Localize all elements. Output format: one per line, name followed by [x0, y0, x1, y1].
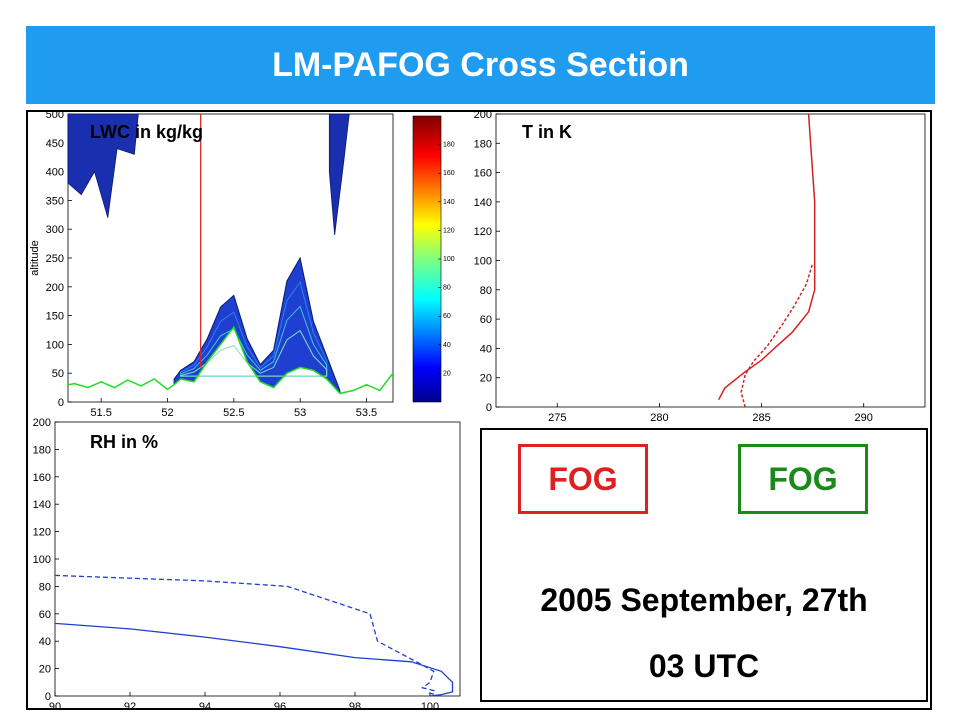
lwc-panel-label: LWC in kg/kg	[90, 122, 203, 142]
colorbar-tick-label: 60	[443, 313, 451, 320]
rh-y-tick-label: 20	[39, 664, 51, 676]
rh-series-dashed	[54, 574, 442, 697]
lwc-x-tick-label: 53	[294, 407, 306, 419]
colorbar-tick-label: 80	[443, 285, 451, 292]
rh-x-tick-label: 90	[49, 701, 61, 713]
lwc-upper-cloud	[328, 113, 350, 236]
lwc-y-tick-label: 0	[58, 397, 64, 409]
colorbar-tick-label: 20	[443, 370, 451, 377]
lwc-x-tick-label: 53.5	[356, 407, 377, 419]
time-text: 03 UTC	[648, 648, 760, 684]
temp-y-tick-label: 100	[474, 256, 492, 268]
temp-series-solid	[718, 113, 816, 401]
page-title: LM-PAFOG Cross Section	[272, 45, 689, 84]
rh-x-tick-label: 100	[421, 701, 439, 713]
rh-y-tick-label: 100	[33, 554, 51, 566]
lwc-x-tick-label: 52.5	[223, 407, 244, 419]
lwc-y-tick-label: 450	[46, 138, 64, 150]
lwc-contour	[180, 305, 328, 377]
temp-y-tick-label: 40	[480, 343, 492, 355]
rh-y-tick-label: 0	[45, 691, 51, 703]
lwc-y-tick-label: 500	[46, 109, 64, 121]
colorbar-tick-label: 160	[443, 170, 455, 177]
lwc-y-tick-label: 150	[46, 311, 64, 323]
lwc-y-tick-label: 100	[46, 339, 64, 351]
temp-y-tick-label: 160	[474, 168, 492, 180]
temp-y-tick-label: 80	[480, 285, 492, 297]
colorbar-tick-label: 100	[443, 256, 455, 263]
rh-y-tick-label: 180	[33, 444, 51, 456]
rh-x-tick-label: 92	[124, 701, 136, 713]
lwc-terrain-line	[67, 325, 394, 395]
temp-y-tick-label: 20	[480, 373, 492, 385]
date-text: 2005 September, 27th	[540, 582, 868, 618]
lwc-x-tick-label: 51.5	[90, 407, 111, 419]
rh-y-tick-label: 60	[39, 609, 51, 621]
colorbar-tick-label: 120	[443, 227, 455, 234]
temp-y-tick-label: 180	[474, 138, 492, 150]
rh-y-tick-label: 160	[33, 472, 51, 484]
temp-x-tick-label: 280	[650, 412, 668, 424]
colorbar-tick-label: 140	[443, 199, 455, 206]
rh-y-tick-label: 40	[39, 636, 51, 648]
title-bar: LM-PAFOG Cross Section	[26, 26, 935, 104]
rh-x-tick-label: 98	[349, 701, 361, 713]
rh-y-tick-label: 80	[39, 581, 51, 593]
rh-y-tick-label: 200	[33, 417, 51, 429]
temp-x-tick-label: 290	[855, 412, 873, 424]
rh-y-tick-label: 140	[33, 499, 51, 511]
temp-y-tick-label: 120	[474, 226, 492, 238]
colorbar-tick-label: 40	[443, 342, 451, 349]
lwc-y-tick-label: 350	[46, 195, 64, 207]
temp-y-tick-label: 0	[486, 402, 492, 414]
lwc-contour	[180, 281, 328, 377]
lwc-upper-cloud	[67, 113, 139, 218]
rh-x-tick-label: 94	[199, 701, 211, 713]
rh-plot-frame	[54, 421, 461, 697]
content-frame	[26, 110, 932, 710]
fog-label-green: FOG	[738, 444, 868, 514]
temp-y-tick-label: 140	[474, 197, 492, 209]
temp-y-tick-label: 200	[474, 109, 492, 121]
lwc-x-tick-label: 52	[161, 407, 173, 419]
temp-panel-label: T in K	[522, 122, 572, 142]
colorbar	[412, 115, 442, 403]
colorbar-tick-label: 180	[443, 142, 455, 149]
lwc-y-tick-label: 200	[46, 282, 64, 294]
rh-x-tick-label: 96	[274, 701, 286, 713]
temp-x-tick-label: 285	[752, 412, 770, 424]
fog-label-red: FOG	[518, 444, 648, 514]
rh-panel-label: RH in %	[90, 432, 158, 452]
lwc-y-tick-label: 400	[46, 167, 64, 179]
temp-series-dashed	[740, 263, 814, 408]
temp-y-tick-label: 60	[480, 314, 492, 326]
rh-series-solid	[54, 622, 454, 697]
info-box: FOG FOG 2005 September, 27th 03 UTC	[480, 428, 928, 702]
lwc-y-axis-label: altitude	[29, 240, 41, 275]
rh-y-tick-label: 120	[33, 527, 51, 539]
lwc-y-tick-label: 300	[46, 224, 64, 236]
lwc-y-tick-label: 50	[52, 368, 64, 380]
lwc-contour	[180, 329, 328, 377]
temp-x-tick-label: 275	[548, 412, 566, 424]
lwc-y-tick-label: 250	[46, 253, 64, 265]
temp-plot-frame	[495, 113, 926, 408]
